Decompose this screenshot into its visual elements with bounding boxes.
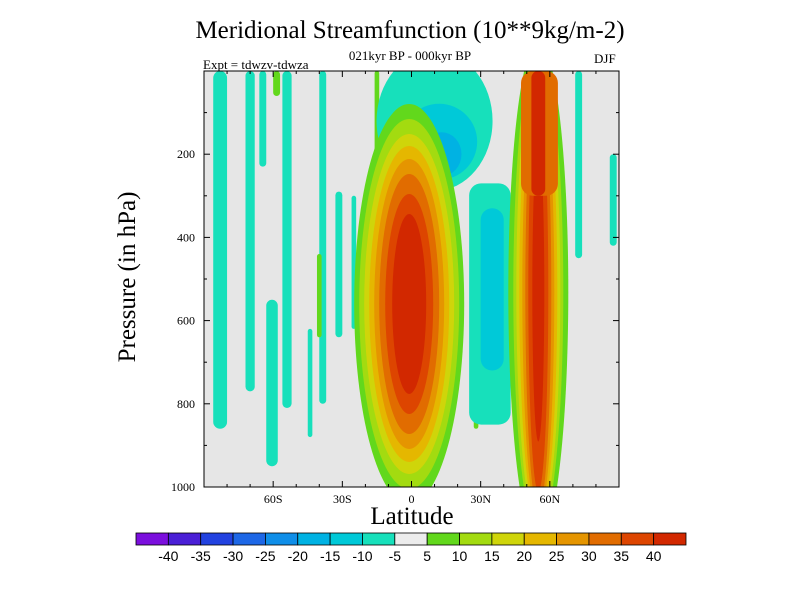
colorbar-label: 15 [484,548,500,564]
colorbar-label: 30 [581,548,597,564]
colorbar-label: -5 [389,548,402,564]
contour-negative-streak [266,299,278,467]
chart-title: Meridional Streamfunction (10**9kg/m-2) [195,17,625,44]
colorbar-swatch [394,532,428,546]
contour-field [213,71,617,487]
colorbar-label: -20 [288,548,308,564]
colorbar-label: 25 [549,548,565,564]
contour-negative-streak [213,71,228,429]
contour-negative-streak [575,71,583,259]
colorbar: -40 -35 -30 -25 -20 -15 -10 -5 5 10 15 20 25 30 35 40 [135,532,687,564]
colorbar-label: -40 [158,548,178,564]
contour-negative-cell [480,208,504,371]
colorbar-swatch [653,532,687,546]
colorbar-label: -15 [320,548,340,564]
contour-positive-streak [316,254,322,338]
colorbar-label: 35 [614,548,630,564]
y-tick-label: 600 [177,314,195,328]
colorbar-swatch [620,532,655,546]
x-tick-label: 60S [264,492,283,506]
colorbar-label: -25 [255,548,275,564]
colorbar-swatch [297,532,331,546]
contour-negative-streak [245,71,255,392]
contour-negative-streak [307,328,313,438]
x-tick-label: 30N [470,492,491,506]
colorbar-label: -35 [191,548,211,564]
contour-negative-streak [319,71,327,404]
colorbar-swatch [329,532,363,546]
colorbar-swatch [426,532,460,546]
experiment-label: Expt = tdwzv-tdwza [203,57,309,72]
x-tick-label: 30S [333,492,352,506]
colorbar-swatch [232,532,266,546]
chart-subtitle: 021kyr BP - 000kyr BP [348,48,472,63]
colorbar-swatch [556,532,590,546]
season-label: DJF [594,51,616,66]
contour-negative-streak [609,154,617,246]
y-tick-label: 800 [177,397,195,411]
contour-positive-cell [532,141,545,442]
colorbar-swatch [167,532,202,546]
x-axis-label: Latitude [370,503,454,530]
x-tick-label: 0 [409,492,415,506]
colorbar-swatch [459,532,493,546]
colorbar-swatch [491,532,525,546]
colorbar-label: -30 [223,548,243,564]
y-tick-label: 1000 [171,480,195,494]
colorbar-swatch [135,532,169,546]
colorbar-label: 5 [423,548,431,564]
colorbar-swatch [523,532,557,546]
colorbar-swatch [265,532,299,546]
contour-positive-streak [273,71,281,96]
colorbar-label: 40 [646,548,662,564]
contour-negative-streak [282,71,292,408]
x-tick-label: 60N [539,492,560,506]
contour-negative-streak [335,191,343,338]
colorbar-swatch [362,532,396,546]
colorbar-label: 20 [516,548,532,564]
y-tick-label: 200 [177,147,195,161]
colorbar-label: -10 [352,548,372,564]
colorbar-swatch [200,532,234,546]
y-tick-label: 400 [177,230,195,244]
contour-negative-streak [259,71,267,167]
colorbar-label: 10 [452,548,468,564]
contour-positive-cell [531,71,546,196]
colorbar-swatch [588,532,622,546]
contour-positive-cell [392,213,427,394]
